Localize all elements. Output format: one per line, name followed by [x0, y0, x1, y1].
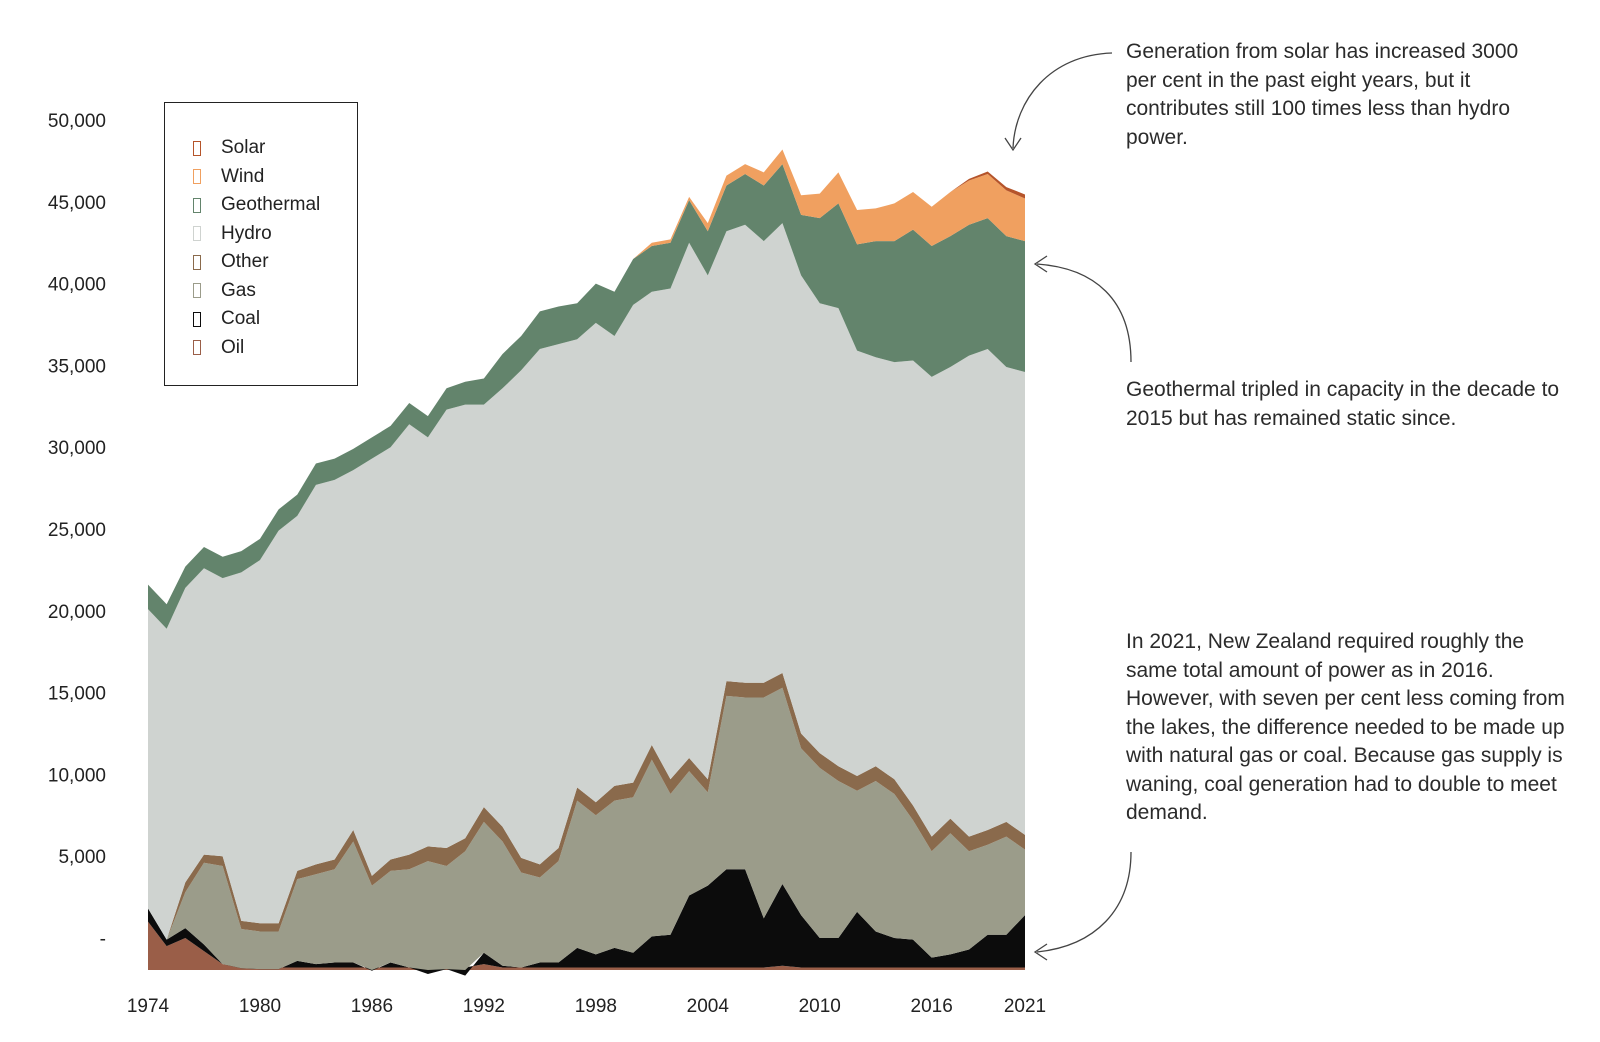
area-gas [148, 687, 1025, 970]
legend-swatch-gas [193, 283, 201, 298]
annotation-geothermal: Geothermal tripled in capacity in the de… [1126, 378, 1560, 430]
legend-swatch-solar [193, 140, 201, 156]
legend-label-solar: Solar [221, 137, 266, 158]
x-tick-label: 1980 [239, 996, 281, 1017]
x-tick-label: 2010 [799, 996, 841, 1017]
area-coal [148, 869, 1025, 976]
x-tick-label: 2021 [1004, 996, 1046, 1017]
legend-item-wind: Wind [193, 165, 264, 189]
y-tick-label: 45,000 [48, 193, 106, 214]
arrow-geothermal-head [1033, 255, 1048, 273]
x-axis-ticks: 1974 1980 1986 1992 1998 2004 2010 2016 2021 [127, 996, 1046, 1017]
arrow-geothermal [1036, 263, 1132, 363]
y-tick-label: 40,000 [48, 275, 106, 296]
legend-item-solar: Solar [193, 136, 265, 160]
y-tick-label: 15,000 [48, 684, 106, 705]
chart-legend: Solar Wind Geothermal Hydro Other Gas Co… [164, 102, 358, 386]
legend-item-hydro: Hydro [193, 222, 272, 246]
legend-swatch-wind [193, 169, 201, 184]
x-tick-label: 1998 [575, 996, 617, 1017]
area-other [148, 672, 1025, 940]
x-tick-label: 2016 [911, 996, 953, 1017]
legend-swatch-hydro [193, 226, 201, 241]
y-tick-label: 35,000 [48, 356, 106, 377]
arrow-coal-head [1033, 943, 1048, 961]
legend-item-geothermal: Geothermal [193, 193, 320, 217]
annotation-arrows [1004, 52, 1132, 961]
legend-label-wind: Wind [221, 165, 265, 187]
y-tick-label: - [100, 929, 106, 950]
x-tick-label: 1992 [463, 996, 505, 1017]
legend-label-hydro: Hydro [221, 222, 272, 244]
arrow-solar [1012, 52, 1113, 149]
legend-label-coal: Coal [221, 308, 261, 329]
legend-label-other: Other [221, 251, 269, 272]
legend-item-gas: Gas [193, 279, 256, 303]
area-hydro [148, 223, 1025, 940]
y-tick-label: 30,000 [48, 438, 106, 459]
x-tick-label: 2004 [687, 996, 730, 1017]
legend-item-oil: Oil [193, 336, 244, 360]
arrow-solar-head [1004, 137, 1022, 152]
arrow-coal [1036, 851, 1132, 953]
legend-label-geothermal: Geothermal [221, 194, 321, 215]
legend-item-other: Other [193, 250, 269, 274]
y-tick-label: 25,000 [48, 520, 106, 541]
y-axis-ticks: - 5,000 10,000 15,000 20,000 25,000 30,000 35,0… [48, 111, 106, 950]
y-tick-label: 50,000 [48, 111, 106, 132]
annotation-coal: In 2021, New Zealand required roughly th… [1126, 630, 1565, 824]
legend-label-gas: Gas [221, 279, 256, 301]
legend-swatch-coal [193, 311, 201, 327]
y-tick-label: 10,000 [48, 765, 106, 786]
area-geothermal [148, 164, 1025, 629]
legend-item-coal: Coal [193, 307, 260, 331]
legend-swatch-other [193, 254, 201, 270]
y-tick-label: 20,000 [48, 602, 106, 623]
area-layers [148, 149, 1025, 976]
legend-swatch-oil [193, 340, 201, 355]
x-tick-label: 1974 [127, 996, 170, 1017]
legend-swatch-geothermal [193, 197, 201, 213]
annotation-solar: Generation from solar has increased 3000… [1126, 40, 1519, 149]
x-tick-label: 1986 [351, 996, 393, 1017]
y-tick-label: 5,000 [58, 847, 106, 868]
legend-label-oil: Oil [221, 336, 245, 358]
